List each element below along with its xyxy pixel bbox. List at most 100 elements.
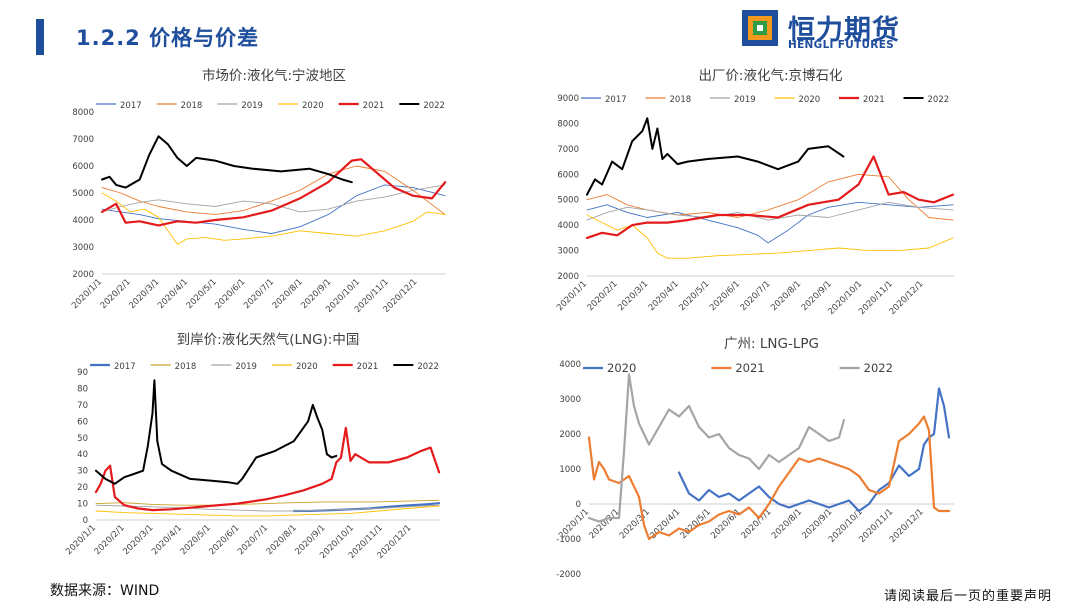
series-line-2021: [94, 426, 441, 512]
series-line-2018: [95, 499, 440, 506]
legend-item-2019: 2019: [217, 101, 263, 111]
series-line-2022: [101, 135, 353, 189]
x-tick-label: 2020/7/1: [236, 523, 270, 557]
logo: 恒力期货 HENGLI FUTURES: [742, 8, 912, 54]
y-tick-label: 80: [77, 384, 88, 394]
y-tick-label: 4000: [72, 216, 94, 226]
y-tick-label: 50: [77, 434, 88, 444]
x-tick-label: 2020/4/1: [150, 523, 184, 557]
chart-title: 市场价:液化气:宁波地区: [202, 67, 346, 84]
legend-item-2021: 2021: [332, 362, 379, 372]
y-tick-label: 60: [77, 417, 88, 427]
y-tick-label: 6000: [72, 162, 94, 172]
legend-item-2021: 2021: [338, 101, 385, 111]
y-tick-label: 2000: [72, 270, 94, 280]
y-tick-label: 70: [77, 401, 88, 411]
series-line-2021: [100, 158, 447, 227]
legend-label: 2017: [605, 95, 627, 105]
y-tick-label: 10: [77, 500, 88, 510]
y-tick-label: 2000: [557, 272, 579, 282]
x-tick-label: 2020/8/1: [271, 277, 305, 311]
chart-jingbo-lpg-price: 出厂价:液化气:京博石化 2017 2018 2019 2020 2021 2022 2000…: [555, 67, 955, 317]
x-tick-label: 2020/7/1: [740, 507, 774, 541]
series-line-2018: [101, 165, 446, 216]
series-line-2021: [587, 415, 951, 541]
legend-item-2017: 2017: [581, 95, 627, 105]
x-tick-label: 2020/5/1: [179, 523, 213, 557]
y-tick-label: 3000: [559, 395, 581, 405]
chart-guangzhou-lng-lpg-spread: 广州: LNG-LPG 2020 2021 2022 -2000 -1000 0 1000 20…: [556, 336, 954, 578]
x-tick-label: 2020/5/1: [185, 277, 219, 311]
x-tick-label: 2020/8/1: [265, 523, 299, 557]
x-tick-label: 2020/1/1: [70, 277, 104, 311]
x-tick-label: 2020/1/1: [64, 523, 98, 557]
legend-item-2020: 2020: [272, 362, 318, 372]
legend-label: 2022: [864, 361, 893, 375]
legend-item-2019: 2019: [710, 95, 756, 105]
y-tick-label: 30: [77, 467, 88, 477]
series-line-2022: [95, 379, 338, 485]
series-line-2020: [95, 505, 440, 517]
y-tick-label: 5000: [557, 196, 579, 206]
legend-label: 2019: [734, 95, 756, 105]
logo-english-text: HENGLI FUTURES: [788, 39, 895, 51]
x-tick-label: 2020/6/1: [708, 279, 742, 313]
y-tick-label: -2000: [556, 570, 581, 578]
series-line-2020: [586, 214, 954, 259]
series-line-2019: [95, 504, 440, 512]
legend-label: 2019: [235, 362, 257, 372]
y-tick-label: 7000: [72, 135, 94, 145]
x-tick-label: 2020/7/1: [739, 279, 773, 313]
x-tick-label: 2020/2/1: [586, 279, 620, 313]
y-tick-label: 3000: [557, 247, 579, 257]
chart-title: 出厂价:液化气:京博石化: [698, 67, 842, 84]
x-tick-label: 2020/3/1: [616, 279, 650, 313]
x-tick-label: 2020/3/1: [127, 277, 161, 311]
x-tick-label: 2020/4/1: [156, 277, 190, 311]
legend-item-2022: 2022: [393, 362, 439, 372]
series-line-2017: [586, 201, 954, 244]
legend-label: 2018: [175, 362, 197, 372]
series-line-2018: [586, 173, 954, 221]
series-line-2022: [586, 117, 845, 196]
legend-label: 2021: [363, 101, 385, 111]
y-tick-label: 20: [77, 483, 88, 493]
legend-item-2020: 2020: [774, 95, 821, 105]
legend-item-2018: 2018: [150, 362, 197, 372]
legend-item-2022: 2022: [399, 101, 445, 111]
legend-label: 2018: [181, 101, 203, 111]
legend-label: 2022: [423, 101, 445, 111]
header-accent-bar: [36, 19, 44, 55]
legend-label: 2019: [241, 101, 263, 111]
legend-label: 2017: [120, 101, 142, 111]
x-tick-label: 2020/7/1: [242, 277, 276, 311]
legend-label: 2018: [670, 95, 692, 105]
logo-mark-icon: [742, 10, 778, 46]
legend-item-2018: 2018: [156, 101, 203, 111]
series-line-2020: [677, 387, 951, 513]
legend-item-2020: 2020: [583, 361, 636, 375]
legend-label: 2021: [357, 362, 379, 372]
x-tick-label: 2020/8/1: [769, 279, 803, 313]
x-tick-label: 2020/5/1: [677, 279, 711, 313]
legend-item-2022: 2022: [839, 361, 893, 375]
x-tick-label: 2020/2/1: [93, 523, 127, 557]
series-line-2019: [101, 184, 446, 213]
y-tick-label: 0: [83, 516, 88, 526]
x-tick-label: 2020/3/1: [121, 523, 155, 557]
legend-item-2018: 2018: [645, 95, 692, 105]
legend-label: 2020: [607, 361, 636, 375]
series-line-2017: [101, 184, 446, 234]
y-tick-label: 40: [77, 450, 88, 460]
y-tick-label: 7000: [557, 145, 579, 155]
legend-label: 2020: [799, 95, 821, 105]
series-line-2020: [101, 192, 446, 245]
x-tick-label: 2020/8/1: [770, 507, 804, 541]
data-source: 数据来源：WIND: [50, 583, 160, 599]
y-tick-label: 0: [576, 500, 581, 510]
series-line-2017: [292, 502, 441, 513]
y-tick-label: 4000: [559, 360, 581, 370]
chart-title: 广州: LNG-LPG: [724, 336, 819, 352]
y-tick-label: -1000: [556, 535, 581, 545]
